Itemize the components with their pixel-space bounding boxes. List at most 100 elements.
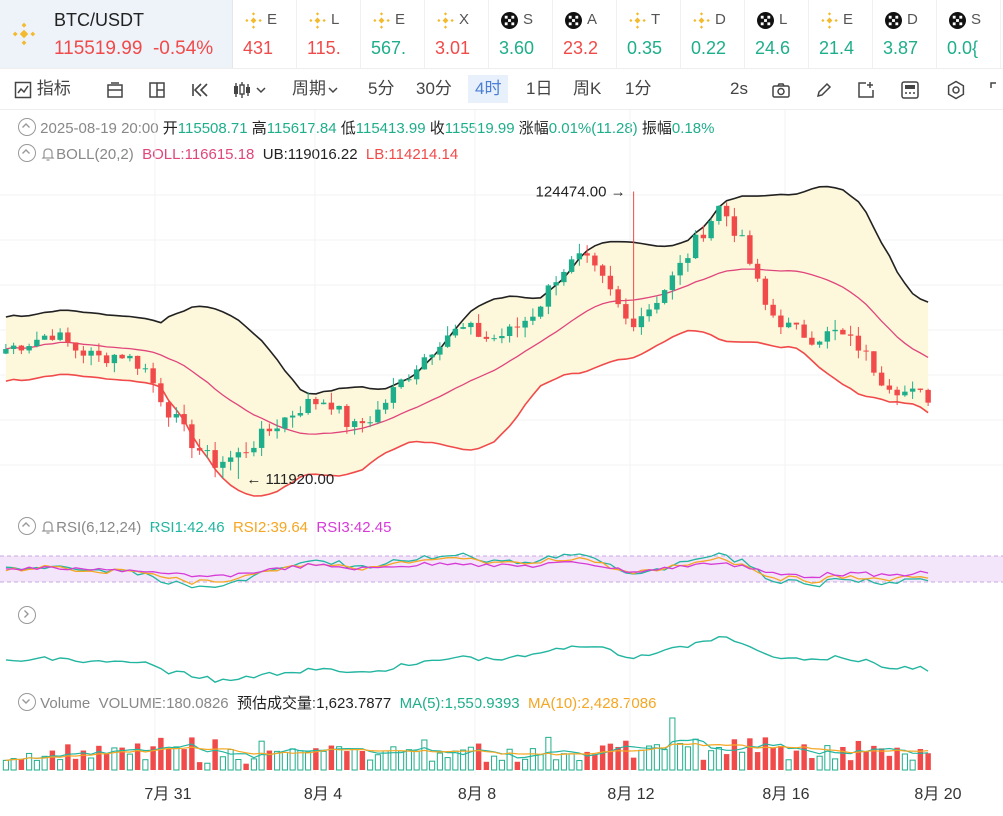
volume-bar xyxy=(320,750,327,771)
bnb-icon xyxy=(245,12,262,29)
interval-4h[interactable]: 4时 xyxy=(468,75,509,103)
volume-bar xyxy=(336,746,343,771)
volume-bar xyxy=(925,753,931,770)
volume-bar xyxy=(57,759,64,771)
boll-band-fill xyxy=(5,186,929,496)
boll-band-area xyxy=(5,186,929,496)
screenshot-button[interactable] xyxy=(771,75,791,103)
collapse-icon[interactable] xyxy=(18,693,36,711)
candle-body xyxy=(282,417,288,429)
volume-bar xyxy=(26,752,33,771)
ticker-item[interactable]: L 24.6 xyxy=(745,0,809,68)
ticker-item[interactable]: E 21.4 xyxy=(809,0,873,68)
expand-indicator-row xyxy=(18,606,36,625)
x-axis-label: 8月 8 xyxy=(458,786,496,803)
candle-body xyxy=(739,235,745,237)
chevron-down-icon xyxy=(256,86,266,93)
ticker-item[interactable]: S 3.60 xyxy=(489,0,553,68)
period-dropdown[interactable]: 周期 xyxy=(292,75,340,103)
volume-bar xyxy=(219,756,226,771)
volume-bar xyxy=(599,745,606,770)
volume-bar xyxy=(142,759,149,771)
ticker-item[interactable]: T 0.35 xyxy=(617,0,681,68)
candle-body xyxy=(26,346,32,351)
volume-bar xyxy=(785,759,792,771)
candle-body xyxy=(127,355,133,359)
ticker-item[interactable]: E 431 xyxy=(233,0,297,68)
template-icon xyxy=(107,81,123,98)
bell-icon[interactable] xyxy=(40,519,56,535)
interval-5m[interactable]: 5分 xyxy=(368,79,395,98)
ticker-name: A xyxy=(587,11,598,28)
collapse-icon[interactable] xyxy=(18,517,36,535)
volume-bar xyxy=(529,748,536,771)
layout-button[interactable] xyxy=(148,75,166,103)
volume-bar xyxy=(452,750,459,771)
boll-lines xyxy=(5,185,929,497)
ticker-name: D xyxy=(715,11,726,28)
candle-body xyxy=(460,327,466,329)
rsi1-value: RSI1:42.46 xyxy=(149,519,225,536)
main-ticker[interactable]: BTC/USDT 115519.99 -0.54% xyxy=(0,0,233,68)
candle-body xyxy=(452,328,459,336)
candle-body xyxy=(220,461,226,468)
ticker-item[interactable]: S 0.0{ xyxy=(937,0,1001,68)
high-value: 115617.84 xyxy=(266,120,337,137)
volume-bar xyxy=(467,746,474,771)
draw-button[interactable] xyxy=(815,75,833,103)
candle-body xyxy=(630,318,637,328)
candle-body xyxy=(165,402,172,418)
calculator-button[interactable] xyxy=(900,75,920,103)
okx-icon xyxy=(565,12,582,29)
indicator-button[interactable]: 指标 xyxy=(14,75,71,103)
candle-body xyxy=(18,345,25,351)
volume-bar xyxy=(119,747,125,770)
candle-body xyxy=(189,424,195,449)
chart-type-button[interactable] xyxy=(232,75,268,103)
volume-bar xyxy=(863,751,869,770)
ticker-item[interactable]: D 3.87 xyxy=(873,0,937,68)
ticker-name: X xyxy=(459,11,470,28)
template-button[interactable] xyxy=(106,75,124,103)
ticker-value: 431 xyxy=(243,38,274,58)
volume-bar xyxy=(10,758,17,771)
ticker-item[interactable]: D 0.22 xyxy=(681,0,745,68)
expand-icon[interactable] xyxy=(18,606,36,624)
candle-body xyxy=(770,304,776,316)
ticker-item[interactable]: A 23.2 xyxy=(553,0,617,68)
candle-body xyxy=(537,306,544,317)
collapse-icon[interactable] xyxy=(18,118,36,136)
volume-bar xyxy=(770,747,776,770)
gear-icon xyxy=(947,80,965,99)
volume-bar xyxy=(158,737,164,770)
candle-body xyxy=(3,349,9,354)
ticker-name: D xyxy=(907,11,918,28)
interval-30m[interactable]: 30分 xyxy=(416,79,452,98)
volume-bar xyxy=(165,748,172,770)
rsi-panel xyxy=(0,552,1003,589)
candle-body xyxy=(119,354,125,359)
refresh-interval[interactable]: 2s xyxy=(730,79,748,98)
volume-bar xyxy=(483,761,490,770)
ticker-item[interactable]: L 115. xyxy=(297,0,361,68)
replay-button[interactable] xyxy=(190,75,210,103)
candle-body xyxy=(421,357,428,370)
candle-body xyxy=(530,316,536,321)
volume-bar xyxy=(196,762,203,770)
volume-bar xyxy=(832,758,839,771)
bell-icon[interactable] xyxy=(40,146,56,162)
interval-1d[interactable]: 1日 xyxy=(526,79,553,98)
volume-bar xyxy=(413,750,420,771)
settings-button[interactable] xyxy=(946,75,966,103)
pencil-icon xyxy=(816,82,832,97)
ticker-bar: BTC/USDT 115519.99 -0.54% E 431 L 115. E 567.… xyxy=(0,0,1003,69)
candle-body xyxy=(289,415,296,418)
high-annotation: 124474.00 → xyxy=(536,183,626,200)
add-note-button[interactable] xyxy=(857,75,875,103)
ticker-item[interactable]: E 567. xyxy=(361,0,425,68)
collapse-icon[interactable] xyxy=(18,144,36,162)
ticker-item[interactable]: X 3.01 xyxy=(425,0,489,68)
expand-button[interactable] xyxy=(988,75,1002,103)
interval-week[interactable]: 周K xyxy=(573,79,602,98)
interval-1m[interactable]: 1分 xyxy=(625,79,652,98)
